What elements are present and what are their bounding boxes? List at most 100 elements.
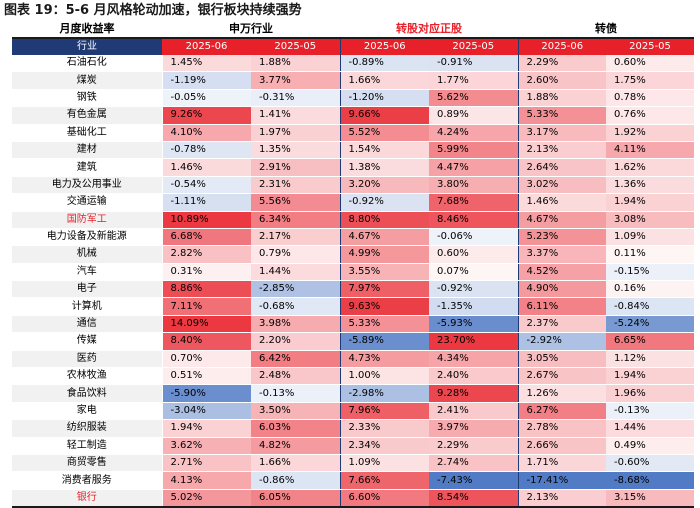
return-cell: 1.36% (606, 176, 694, 195)
return-cell: 0.76% (606, 106, 694, 125)
table-row: 通信 14.09% 3.98% 5.33% -5.93% 2.37% -5.24% (12, 315, 694, 334)
figure-title: 图表 19：5-6 月风格轮动加速，银行板块持续强势 (4, 3, 302, 18)
return-cell: 5.33% (339, 315, 429, 334)
industry-name: 计算机 (12, 297, 163, 316)
table-row: 建筑 1.46% 2.91% 1.38% 4.47% 2.64% 1.62% (12, 158, 694, 177)
industry-name: 食品饮料 (12, 384, 163, 403)
return-cell: -0.78% (162, 141, 251, 160)
sub-header-cell: 2025-06 (339, 38, 429, 55)
corner-label: 月度收益率 (12, 21, 162, 39)
table-row: 煤炭 -1.19% 3.77% 1.66% 1.77% 2.60% 1.75% (12, 71, 694, 90)
return-cell: 3.77% (251, 71, 340, 90)
sub-header-row: 行业 2025-06 2025-05 2025-06 2025-05 2025-… (12, 38, 694, 55)
industry-name: 建筑 (12, 158, 163, 177)
table-row: 建材 -0.78% 1.35% 1.54% 5.99% 2.13% 4.11% (12, 141, 694, 160)
return-cell: 0.51% (162, 367, 251, 386)
return-cell: 2.71% (162, 454, 251, 473)
table-row: 家电 -3.04% 3.50% 7.96% 2.41% 6.27% -0.13% (12, 402, 694, 421)
table-row: 汽车 0.31% 1.44% 3.55% 0.07% 4.52% -0.15% (12, 263, 694, 282)
table-row: 纺织服装 1.94% 6.03% 2.33% 3.97% 2.78% 1.44% (12, 419, 694, 438)
return-cell: 4.73% (339, 350, 429, 369)
return-cell: 6.34% (251, 211, 340, 229)
return-cell: -1.11% (162, 193, 251, 212)
table-row: 交通运输 -1.11% 5.56% -0.92% 7.68% 1.46% 1.94% (12, 193, 694, 212)
return-cell: 1.66% (251, 454, 340, 473)
return-cell: 9.66% (339, 106, 429, 125)
return-cell: 3.20% (339, 176, 429, 195)
return-cell: -2.85% (251, 280, 340, 299)
return-cell: -0.15% (606, 263, 694, 282)
industry-name: 钢铁 (12, 89, 163, 108)
industry-name: 机械 (12, 245, 163, 264)
return-cell: 5.52% (339, 124, 429, 142)
return-cell: 2.66% (517, 437, 606, 455)
return-cell: 7.96% (339, 402, 429, 421)
group-header-row: 月度收益率 申万行业 转股对应正股 转债 (12, 21, 694, 39)
return-cell: 2.60% (517, 71, 606, 90)
group-header-cb: 转债 (518, 21, 694, 39)
return-cell: -5.24% (606, 315, 694, 334)
sub-header-cell: 2025-05 (429, 38, 518, 55)
return-cell: 3.55% (339, 263, 429, 282)
return-cell: -0.92% (339, 193, 429, 212)
table-row: 商贸零售 2.71% 1.66% 1.09% 2.74% 1.71% -0.60% (12, 454, 694, 473)
group-header-sw: 申万行业 (162, 21, 340, 39)
return-cell: 7.68% (429, 193, 518, 212)
industry-name: 电子 (12, 280, 163, 299)
return-cell: 1.62% (606, 158, 694, 177)
group-header-stock: 转股对应正股 (340, 21, 518, 39)
return-cell: 2.20% (251, 332, 340, 351)
return-cell: 3.08% (606, 211, 694, 229)
return-cell: -0.05% (162, 89, 251, 108)
return-cell: 1.54% (339, 141, 429, 160)
return-cell: 6.65% (606, 332, 694, 351)
return-cell: 3.15% (606, 489, 694, 508)
industry-name: 建材 (12, 141, 163, 160)
return-cell: -0.92% (429, 280, 518, 299)
return-cell: 6.68% (162, 228, 251, 247)
return-cell: 0.78% (606, 89, 694, 108)
return-cell: 8.80% (339, 211, 429, 229)
return-cell: 23.70% (429, 332, 518, 351)
return-cell: 5.33% (517, 106, 606, 125)
return-cell: -3.04% (162, 402, 251, 421)
return-cell: 4.52% (517, 263, 606, 282)
table-row: 基础化工 4.10% 1.97% 5.52% 4.24% 3.17% 1.92% (12, 124, 694, 142)
return-cell: -0.89% (339, 55, 429, 73)
table-row: 有色金属 9.26% 1.41% 9.66% 0.89% 5.33% 0.76% (12, 106, 694, 125)
return-cell: 1.97% (251, 124, 340, 142)
return-cell: -1.35% (429, 297, 518, 316)
return-cell: -17.41% (517, 471, 606, 490)
industry-name: 银行 (12, 489, 163, 508)
table-row: 传媒 8.40% 2.20% -5.89% 23.70% -2.92% 6.65% (12, 332, 694, 351)
return-cell: 4.10% (162, 124, 251, 142)
return-cell: 7.97% (339, 280, 429, 299)
return-cell: 0.31% (162, 263, 251, 282)
return-cell: 2.34% (339, 437, 429, 455)
return-cell: 9.28% (429, 384, 518, 403)
return-cell: 6.05% (251, 489, 340, 508)
industry-name: 轻工制造 (12, 437, 163, 455)
industry-name: 电力及公用事业 (12, 176, 163, 195)
return-cell: -0.13% (251, 384, 340, 403)
return-cell: 2.91% (251, 158, 340, 177)
return-cell: 0.79% (251, 245, 340, 264)
return-cell: 4.34% (429, 350, 518, 369)
sub-header-cell: 2025-06 (517, 38, 606, 55)
industry-name: 石油石化 (12, 55, 163, 73)
return-cell: 4.67% (517, 211, 606, 229)
sub-header-cell: 2025-06 (162, 38, 251, 55)
industry-name: 煤炭 (12, 71, 163, 90)
return-cell: 0.11% (606, 245, 694, 264)
return-cell: 0.60% (429, 245, 518, 264)
returns-heatmap-table: 月度收益率 申万行业 转股对应正股 转债 行业 2025-06 2025-05 … (12, 21, 694, 508)
return-cell: 0.89% (429, 106, 518, 125)
return-cell: 1.92% (606, 124, 694, 142)
return-cell: -0.60% (606, 454, 694, 473)
industry-name: 传媒 (12, 332, 163, 351)
return-cell: 5.56% (251, 193, 340, 212)
return-cell: 8.46% (429, 211, 518, 229)
return-cell: 3.02% (517, 176, 606, 195)
table-body: 石油石化 1.45% 1.88% -0.89% -0.91% 2.29% 0.60% 煤炭 -1… (12, 55, 694, 508)
return-cell: 9.63% (339, 297, 429, 316)
